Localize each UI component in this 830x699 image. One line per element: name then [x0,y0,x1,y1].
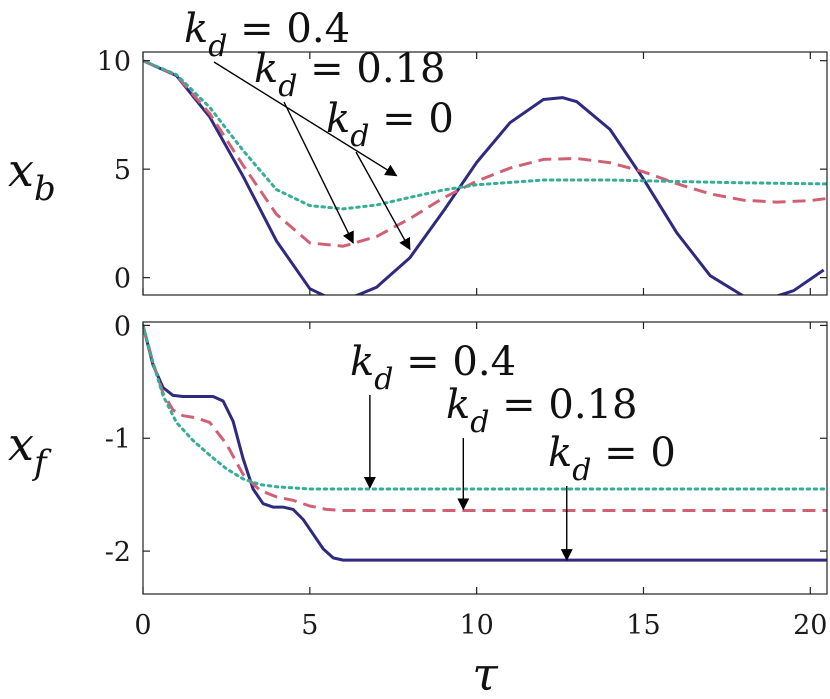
x-tick-label: 10 [459,610,493,641]
series-line-2 [143,59,827,248]
y-tick-label: -2 [105,537,131,568]
annotation-label: kd = 0.4 [350,339,516,397]
annotation-arrow [213,61,398,177]
x-tick-label: 0 [134,610,151,641]
series-line-2 [143,325,827,512]
annotation-label: kd = 0.18 [446,382,637,440]
y-tick-label: 5 [114,155,131,186]
x-tick-label: 5 [301,610,318,641]
y-tick-label: 10 [97,47,131,78]
series-line-1 [143,59,825,295]
series-line-3 [143,59,827,211]
annotation-label: kd = 0 [326,96,454,154]
annotation-label: kd = 0.4 [184,6,350,64]
annotation-label: kd = 0 [548,430,676,488]
y-tick-label: 0 [114,311,131,342]
series-line-3 [143,323,827,491]
x-axis-label: τ [472,647,499,699]
y-tick-label: 0 [114,264,131,295]
x-tick-label: 15 [626,610,660,641]
x-tick-label: 20 [793,610,827,641]
annotation-label: kd = 0.18 [254,46,445,104]
y-tick-label: -1 [105,424,131,455]
y-axis-label: xf [8,417,52,483]
axes-frame [142,51,828,296]
series-line-1 [143,325,827,562]
y-axis-label: xb [8,143,56,209]
annotation-arrow [283,101,354,244]
axes-frame [142,321,828,595]
annotation-arrow [355,151,411,251]
